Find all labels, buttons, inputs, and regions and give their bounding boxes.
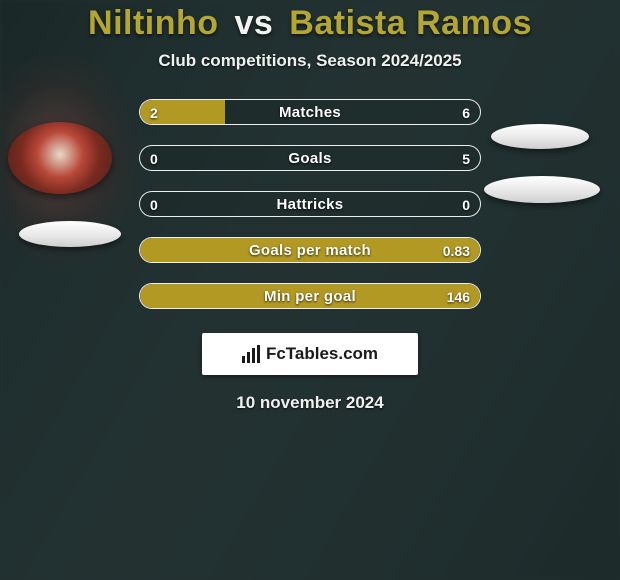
ellipse-right-2 (484, 176, 600, 203)
stat-row: Goals per match0.83 (139, 237, 481, 263)
main-content: Niltinho vs Batista Ramos Club competiti… (0, 0, 620, 413)
stat-row: 0Hattricks0 (139, 191, 481, 217)
stat-value-right: 146 (447, 284, 470, 308)
ellipse-right-1 (491, 124, 589, 149)
title-player1: Niltinho (88, 4, 219, 42)
subtitle: Club competitions, Season 2024/2025 (0, 51, 620, 71)
avatar-player1 (8, 122, 112, 194)
stat-value-right: 5 (462, 146, 470, 170)
stat-value-right: 6 (462, 100, 470, 124)
bar-chart-icon (242, 345, 260, 363)
ellipse-left-2 (19, 221, 121, 247)
page-title: Niltinho vs Batista Ramos (0, 4, 620, 43)
stat-label: Matches (140, 100, 480, 124)
title-vs: vs (235, 4, 274, 42)
stat-label: Goals per match (140, 238, 480, 262)
date-label: 10 november 2024 (0, 393, 620, 413)
stat-label: Hattricks (140, 192, 480, 216)
stat-row: Min per goal146 (139, 283, 481, 309)
logo-box[interactable]: FcTables.com (202, 333, 418, 375)
stat-label: Min per goal (140, 284, 480, 308)
logo-text: FcTables.com (266, 344, 378, 364)
stat-row: 2Matches6 (139, 99, 481, 125)
title-player2: Batista Ramos (289, 4, 532, 42)
stat-rows: 2Matches60Goals50Hattricks0Goals per mat… (139, 99, 481, 309)
stat-value-right: 0.83 (443, 238, 470, 262)
stat-row: 0Goals5 (139, 145, 481, 171)
stat-label: Goals (140, 146, 480, 170)
stat-value-right: 0 (462, 192, 470, 216)
